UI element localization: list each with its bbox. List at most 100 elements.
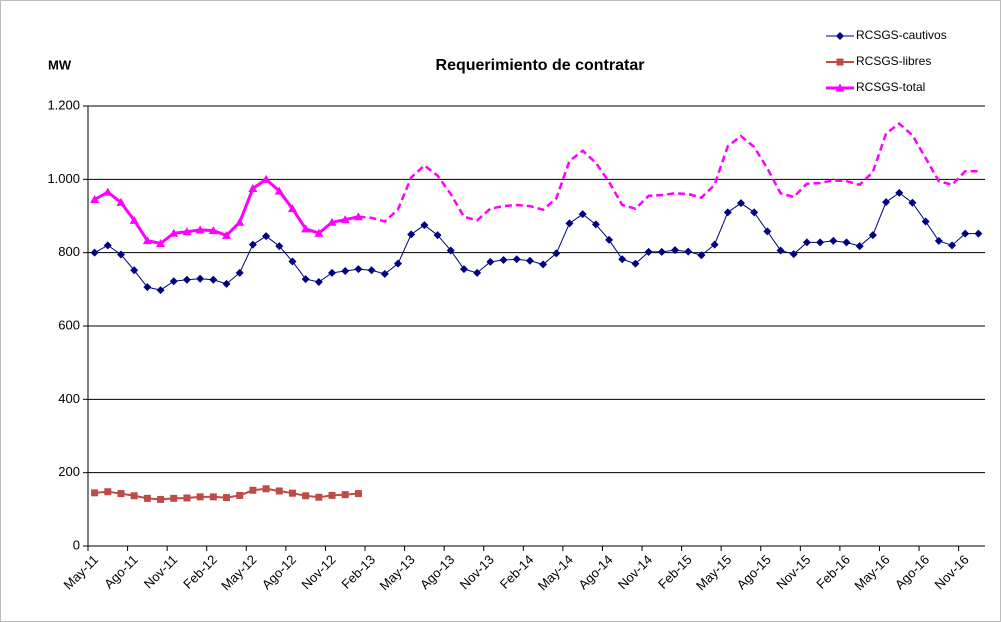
point (116, 250, 125, 259)
point (130, 266, 139, 275)
point (459, 265, 468, 274)
point (235, 217, 245, 226)
point (657, 247, 666, 256)
y-tick-label: 0 (73, 537, 80, 552)
point (948, 241, 957, 250)
point (341, 491, 349, 499)
point (921, 217, 930, 226)
point (196, 274, 205, 283)
y-axis-label: MW (48, 57, 72, 72)
point (275, 242, 284, 251)
point (961, 229, 970, 238)
point (302, 492, 310, 500)
point (578, 210, 587, 219)
point (473, 268, 482, 277)
point (565, 219, 574, 228)
y-tick-label: 1.200 (47, 97, 80, 112)
point (182, 227, 192, 236)
point (829, 236, 838, 245)
point (327, 217, 337, 226)
point (802, 238, 811, 247)
point (486, 257, 495, 266)
point (380, 269, 389, 278)
point (90, 195, 100, 203)
point (248, 184, 258, 192)
point (552, 249, 561, 258)
legend-marker (836, 32, 844, 40)
point (354, 490, 362, 498)
point (974, 229, 983, 238)
line-projection (358, 121, 979, 223)
point (91, 489, 99, 497)
point (420, 221, 429, 230)
point (117, 490, 125, 498)
y-tick-label: 200 (58, 464, 80, 479)
point (170, 494, 178, 502)
legend-label: RCSGS-total (856, 80, 925, 94)
point (156, 286, 165, 295)
point (908, 198, 917, 207)
point (671, 246, 680, 255)
y-tick-label: 600 (58, 317, 80, 332)
point (209, 493, 217, 501)
point (618, 255, 627, 264)
y-tick-label: 1.000 (47, 171, 80, 186)
point (275, 487, 283, 495)
point (499, 256, 508, 264)
point (288, 489, 296, 497)
point (684, 247, 693, 256)
point (116, 197, 126, 206)
point (697, 251, 706, 260)
point (315, 493, 323, 501)
point (169, 277, 178, 286)
point (223, 494, 231, 502)
point (261, 174, 271, 183)
point (816, 238, 825, 247)
point (763, 227, 772, 236)
y-tick-label: 400 (58, 391, 80, 406)
point (842, 238, 851, 247)
point (235, 268, 244, 277)
point (512, 255, 521, 264)
point (103, 187, 113, 196)
point (288, 257, 297, 266)
legend-marker (835, 83, 845, 92)
point (183, 494, 191, 502)
point (723, 208, 732, 217)
point (287, 204, 297, 213)
point (328, 268, 337, 277)
point (262, 485, 270, 493)
point (539, 260, 548, 269)
point (855, 242, 864, 251)
point (143, 494, 151, 502)
point (605, 235, 614, 244)
point (631, 259, 640, 268)
point (895, 188, 904, 197)
point (182, 275, 191, 284)
point (209, 275, 218, 284)
point (353, 212, 363, 221)
point (249, 486, 257, 494)
point (248, 240, 257, 249)
point (157, 495, 165, 503)
point (882, 198, 891, 207)
point (169, 228, 179, 237)
point (130, 492, 138, 500)
point (222, 279, 231, 288)
point (367, 266, 376, 275)
point (301, 275, 310, 284)
point (262, 232, 271, 241)
point (314, 278, 323, 286)
point (407, 230, 416, 239)
point (236, 491, 244, 499)
point (750, 208, 759, 217)
point (328, 491, 336, 499)
chart-title: Requerimiento de contratar (436, 57, 645, 74)
point (446, 246, 455, 255)
point (354, 265, 363, 274)
y-tick-label: 800 (58, 244, 80, 259)
point (103, 241, 112, 250)
point (341, 267, 350, 275)
